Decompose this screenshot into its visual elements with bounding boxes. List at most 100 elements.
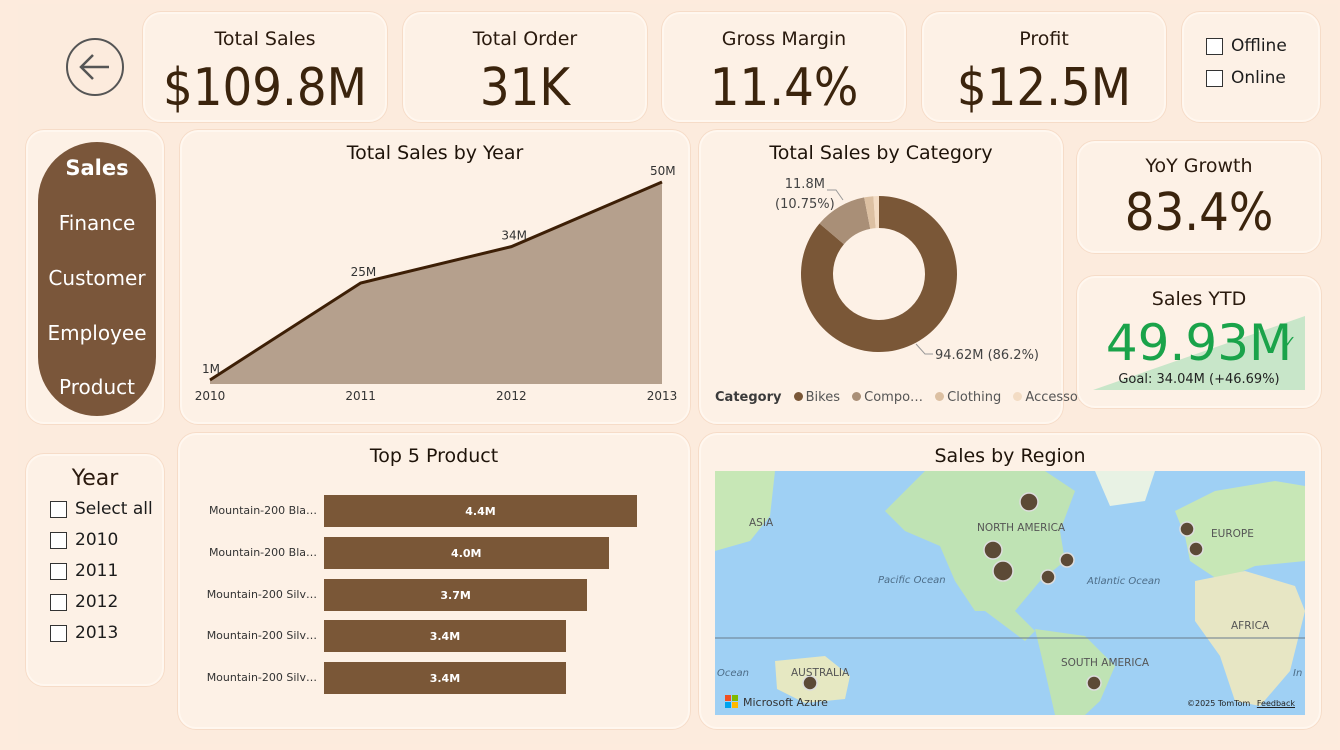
- data-label: 34M: [501, 229, 527, 243]
- bar-category-label: Mountain-200 Silv…: [206, 671, 317, 684]
- data-label: 25M: [351, 265, 377, 279]
- data-label: 1M: [202, 362, 220, 376]
- attribution-text: Microsoft Azure: [743, 695, 828, 709]
- feedback-link[interactable]: Feedback: [1256, 699, 1295, 708]
- bar[interactable]: 4.0M: [324, 537, 609, 569]
- legend-item[interactable]: Bikes: [805, 390, 840, 405]
- sales-ytd-card: Sales YTD 49.93M ✓ Goal: 34.04M (+46.69%…: [1077, 276, 1321, 408]
- checkbox[interactable]: [1206, 37, 1223, 55]
- chart-title: Top 5 Product: [369, 445, 499, 467]
- series-line: [209, 180, 663, 382]
- landmass-south-america: [1035, 629, 1115, 715]
- map-label-ocean: Ocean: [717, 668, 749, 679]
- year-option[interactable]: 2013: [50, 623, 162, 643]
- annotation-percent: (10.75%): [775, 197, 835, 212]
- landmass-europe: [1175, 481, 1305, 581]
- year-option-label: 2010: [75, 530, 119, 550]
- map-bubble: [992, 560, 1014, 582]
- nav-item-product[interactable]: Product: [59, 375, 135, 399]
- legend-item[interactable]: Accesso…: [1025, 390, 1091, 405]
- map-label-south-america: SOUTH AMERICA: [1061, 657, 1150, 669]
- map-view[interactable]: ASIA NORTH AMERICA EUROPE Pacific Ocean …: [715, 471, 1305, 715]
- data-label: 50M: [650, 164, 676, 178]
- yoy-growth-card: YoY Growth 83.4%: [1077, 141, 1321, 253]
- map-label-africa: AFRICA: [1231, 620, 1270, 632]
- map-bubble: [1086, 675, 1102, 691]
- donut-slice: [819, 197, 871, 245]
- map-label-pacific: Pacific Ocean: [878, 575, 946, 586]
- chart-title: Total Sales by Year: [346, 142, 524, 164]
- nav-pill: Sales Finance Customer Employee Product: [38, 142, 156, 416]
- year-option-label: 2012: [75, 592, 119, 612]
- kpi-value: 31K: [479, 58, 571, 118]
- area-chart-svg: 1M 2010 25M 2011 34M 2012 50M 2013: [195, 164, 678, 403]
- nav-item-sales[interactable]: Sales: [65, 156, 129, 180]
- year-option[interactable]: 2012: [50, 592, 162, 612]
- year-option[interactable]: 2011: [50, 561, 162, 581]
- bar-row: Mountain-200 Bla… 4.4M: [180, 495, 680, 527]
- kpi-value: $109.8M: [162, 58, 367, 118]
- kpi-gross-margin: Gross Margin 11.4%: [662, 12, 906, 122]
- checkbox[interactable]: [50, 500, 67, 518]
- bar[interactable]: 3.7M: [324, 579, 588, 611]
- bar[interactable]: 4.4M: [324, 495, 637, 527]
- top-products-chart: Top 5 Product Mountain-200 Bla… 4.4M Mount…: [178, 433, 690, 729]
- year-option-label: 2013: [75, 623, 119, 643]
- nav-item-customer[interactable]: Customer: [48, 266, 146, 290]
- chart-title: Total Sales by Category: [769, 142, 993, 164]
- legend-item[interactable]: Compo…: [864, 390, 924, 405]
- bar-row: Mountain-200 Silv… 3.7M: [180, 579, 680, 611]
- checkbox[interactable]: [50, 531, 67, 549]
- kpi-title: Total Order: [472, 28, 578, 50]
- sales-by-category-chart: Total Sales by Category 11.8M (10.75%) 9…: [699, 130, 1091, 424]
- dashboard-canvas: Total Sales $109.8M Total Order 31K Gros…: [18, 4, 1338, 744]
- map-bubble: [1059, 552, 1075, 568]
- kpi-title: Sales YTD: [1151, 288, 1247, 310]
- checkbox[interactable]: [1206, 69, 1223, 87]
- map-label-europe: EUROPE: [1211, 528, 1254, 540]
- chart-legend: Category Bikes Compo… Clothing Accesso…: [715, 390, 1091, 405]
- map-label-atlantic: Atlantic Ocean: [1087, 576, 1161, 587]
- x-tick-label: 2013: [647, 389, 678, 403]
- kpi-title: Total Sales: [214, 28, 316, 50]
- x-tick-label: 2010: [195, 389, 226, 403]
- map-bubble: [1188, 541, 1204, 557]
- year-filter-title: Year: [71, 466, 119, 491]
- map-bubble: [1040, 569, 1056, 585]
- map-bubble: [983, 540, 1003, 560]
- channel-filter: Offline Online: [1182, 12, 1320, 122]
- back-button[interactable]: [66, 38, 124, 96]
- legend-item[interactable]: Clothing: [947, 390, 1002, 405]
- filter-label: Offline: [1231, 36, 1287, 56]
- year-option[interactable]: 2010: [50, 530, 162, 550]
- map-bubble: [1019, 492, 1039, 512]
- year-option[interactable]: Select all: [50, 499, 162, 519]
- nav-item-employee[interactable]: Employee: [47, 321, 147, 345]
- filter-online[interactable]: Online: [1206, 68, 1318, 88]
- kpi-value: 11.4%: [709, 58, 859, 118]
- x-tick-label: 2012: [496, 389, 527, 403]
- checkbox[interactable]: [50, 593, 67, 611]
- kpi-value: $12.5M: [956, 58, 1132, 118]
- filter-offline[interactable]: Offline: [1206, 36, 1318, 56]
- bar-value-label: 3.7M: [440, 588, 471, 602]
- filter-label: Online: [1231, 68, 1286, 88]
- bar[interactable]: 3.4M: [324, 620, 566, 652]
- bar[interactable]: 3.4M: [324, 662, 566, 694]
- bar-area: Mountain-200 Bla… 4.4M Mountain-200 Bla… 4.…: [180, 435, 688, 727]
- checkbox[interactable]: [50, 562, 67, 580]
- kpi-value: 49.93M: [1105, 314, 1293, 372]
- checkbox[interactable]: [50, 624, 67, 642]
- bar-category-label: Mountain-200 Silv…: [206, 588, 317, 601]
- year-option-label: Select all: [75, 499, 153, 519]
- kpi-profit: Profit $12.5M: [922, 12, 1166, 122]
- landmass-central-america: [985, 611, 1035, 641]
- landmass-asia: [715, 471, 775, 551]
- copyright: ©2025 TomTom: [1187, 699, 1251, 708]
- bar-category-label: Mountain-200 Bla…: [208, 504, 317, 517]
- kpi-title: Profit: [1019, 28, 1069, 50]
- year-filter: Year Select all 2010 2011 2012 2013: [26, 454, 164, 686]
- check-icon: ✓: [1283, 332, 1297, 351]
- nav-item-finance[interactable]: Finance: [58, 211, 136, 235]
- kpi-total-sales: Total Sales $109.8M: [143, 12, 387, 122]
